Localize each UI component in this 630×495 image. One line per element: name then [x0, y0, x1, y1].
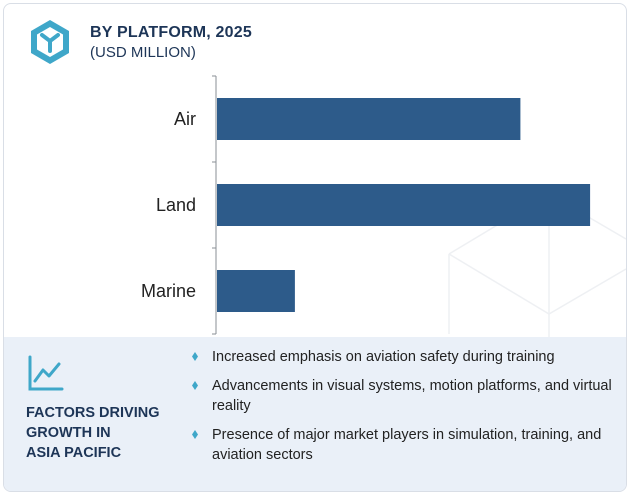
bar-marine	[217, 270, 295, 312]
growth-factors-panel: FACTORS DRIVING GROWTH IN ASIA PACIFIC I…	[4, 337, 626, 491]
list-item: Presence of major market players in simu…	[188, 425, 613, 465]
list-item: Increased emphasis on aviation safety du…	[188, 347, 613, 367]
category-label-marine: Marine	[141, 281, 196, 301]
line-chart-trend-icon	[28, 355, 64, 391]
panel-title: FACTORS DRIVING GROWTH IN ASIA PACIFIC	[26, 403, 176, 463]
list-item: Advancements in visual systems, motion p…	[188, 376, 613, 416]
infographic-card: BY PLATFORM, 2025 (USD MILLION) Air Land M…	[3, 3, 627, 492]
panel-title-line-1: FACTORS DRIVING	[26, 405, 160, 421]
growth-factors-list: Increased emphasis on aviation safety du…	[188, 347, 613, 474]
diamond-bullet-icon	[192, 352, 198, 361]
chart-title: BY PLATFORM, 2025	[90, 24, 252, 41]
bullet-text: Increased emphasis on aviation safety du…	[212, 349, 555, 365]
category-label-land: Land	[156, 195, 196, 215]
bar-land	[217, 184, 591, 226]
bar-air	[217, 98, 521, 140]
hexagon-logo-icon	[31, 20, 69, 64]
panel-title-line-2: GROWTH IN	[26, 425, 111, 441]
bullet-text: Advancements in visual systems, motion p…	[212, 378, 612, 414]
diamond-bullet-icon	[192, 381, 198, 390]
panel-title-line-3: ASIA PACIFIC	[26, 445, 122, 461]
chart-subtitle: (USD MILLION)	[90, 44, 196, 61]
category-label-air: Air	[174, 109, 196, 129]
bar-chart: Air Land Marine	[141, 75, 591, 335]
diamond-bullet-icon	[192, 430, 198, 439]
bullet-text: Presence of major market players in simu…	[212, 427, 602, 463]
